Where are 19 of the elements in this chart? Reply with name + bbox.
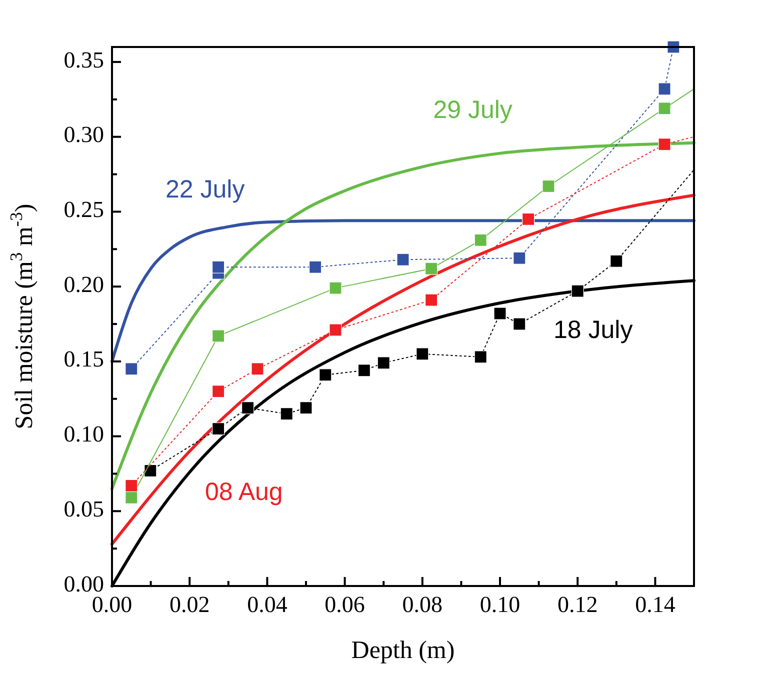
x-tick-label: 0.14: [635, 592, 676, 617]
y-tick-label: 0.35: [64, 47, 104, 72]
x-tick-label: 0.10: [480, 592, 520, 617]
y-tick-label: 0.10: [64, 422, 104, 447]
x-tick-label: 0.02: [169, 592, 210, 617]
y-tick-label: 0.05: [64, 496, 104, 522]
series-label: 29 July: [433, 96, 513, 124]
x-axis-title: Depth (m): [351, 637, 455, 664]
x-tick-label: 0.08: [402, 592, 443, 617]
x-tick-label: 0.06: [324, 592, 365, 617]
x-tick-label: 0.04: [247, 592, 288, 617]
y-tick-label: 0.15: [64, 346, 104, 372]
series-label: 18 July: [554, 316, 634, 344]
y-tick-label: 0.25: [64, 196, 104, 222]
series-label: 08 Aug: [204, 478, 283, 506]
y-tick-label: 0.20: [64, 272, 104, 297]
y-tick-label: 0.30: [64, 122, 104, 148]
series-label: 22 July: [166, 175, 246, 204]
x-tick-label: 0.12: [557, 592, 598, 617]
